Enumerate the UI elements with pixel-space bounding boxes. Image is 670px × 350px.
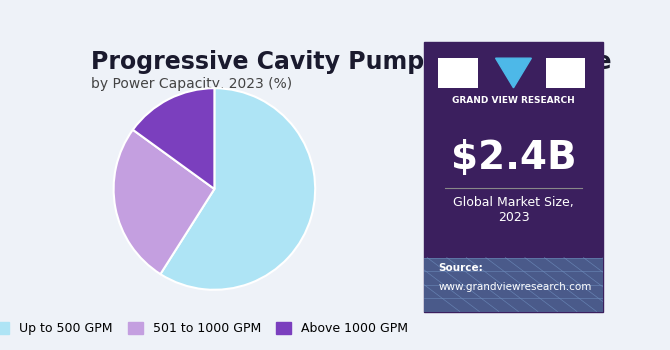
Text: Progressive Cavity Pump Market Share: Progressive Cavity Pump Market Share bbox=[90, 50, 611, 74]
Text: GRAND VIEW RESEARCH: GRAND VIEW RESEARCH bbox=[452, 96, 575, 105]
FancyBboxPatch shape bbox=[438, 58, 478, 88]
Text: $2.4B: $2.4B bbox=[451, 139, 576, 177]
FancyBboxPatch shape bbox=[545, 58, 585, 88]
Polygon shape bbox=[496, 58, 531, 88]
Text: Source:: Source: bbox=[438, 263, 483, 273]
FancyBboxPatch shape bbox=[424, 42, 603, 312]
Text: www.grandviewresearch.com: www.grandviewresearch.com bbox=[438, 282, 592, 292]
Wedge shape bbox=[114, 130, 214, 274]
Legend: Up to 500 GPM, 501 to 1000 GPM, Above 1000 GPM: Up to 500 GPM, 501 to 1000 GPM, Above 10… bbox=[0, 317, 413, 340]
Wedge shape bbox=[133, 88, 214, 189]
Wedge shape bbox=[160, 88, 315, 290]
FancyBboxPatch shape bbox=[424, 258, 603, 312]
Text: Global Market Size,
2023: Global Market Size, 2023 bbox=[453, 196, 574, 224]
Text: by Power Capacity, 2023 (%): by Power Capacity, 2023 (%) bbox=[90, 77, 291, 91]
